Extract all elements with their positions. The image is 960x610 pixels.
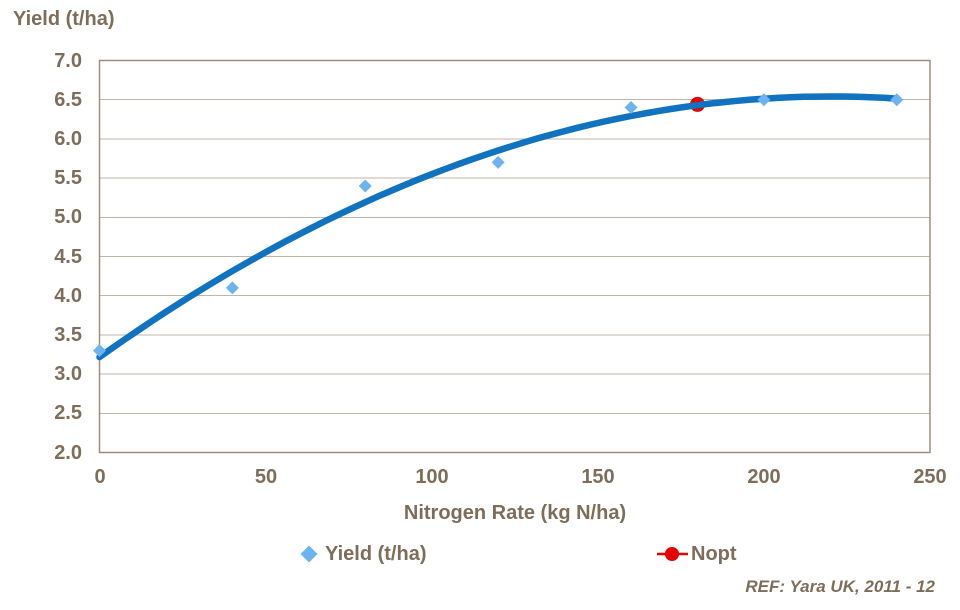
y-tick-label: 3.5 bbox=[54, 324, 82, 346]
yield-point bbox=[624, 101, 638, 115]
yield-point bbox=[491, 155, 505, 169]
y-tick-label: 4.5 bbox=[54, 246, 82, 268]
trend-curve bbox=[96, 93, 901, 361]
reference-note: REF: Yara UK, 2011 - 12 bbox=[745, 577, 935, 596]
legend-item-nopt: Nopt bbox=[657, 541, 737, 567]
y-tick-label: 6.0 bbox=[54, 128, 82, 150]
plot-border bbox=[98, 59, 931, 454]
x-tick-label: 250 bbox=[913, 466, 947, 488]
y-tick-label: 5.5 bbox=[54, 167, 82, 189]
y-tick-label: 4.0 bbox=[54, 285, 82, 307]
legend-label-nopt: Nopt bbox=[691, 542, 737, 565]
legend-label-yield: Yield (t/ha) bbox=[325, 542, 427, 565]
x-tick-label: 0 bbox=[94, 466, 106, 488]
x-tick-label: 150 bbox=[581, 466, 615, 488]
y-tick-label: 5.0 bbox=[54, 206, 82, 228]
yield-point bbox=[93, 344, 106, 358]
yield-point bbox=[358, 179, 372, 193]
yield-diamond-icon bbox=[300, 545, 318, 563]
nopt-circle-line-icon bbox=[657, 547, 688, 561]
x-tick-label: 50 bbox=[254, 466, 278, 488]
y-tick-label: 3.0 bbox=[54, 363, 82, 385]
y-tick-label: 2.5 bbox=[54, 402, 82, 424]
yield-point bbox=[890, 93, 904, 107]
x-tick-label: 200 bbox=[747, 466, 781, 488]
y-tick-label: 7.0 bbox=[54, 50, 82, 72]
x-tick-label: 100 bbox=[415, 466, 449, 488]
yield-point bbox=[757, 93, 771, 107]
y-tick-label: 2.0 bbox=[54, 442, 82, 464]
y-tick-label: 6.5 bbox=[54, 89, 82, 111]
x-axis-label: Nitrogen Rate (kg N/ha) bbox=[403, 502, 627, 524]
legend-item-yield: Yield (t/ha) bbox=[300, 541, 427, 567]
yield-point bbox=[225, 281, 239, 295]
chart-title: Yield (t/ha) bbox=[13, 8, 115, 30]
